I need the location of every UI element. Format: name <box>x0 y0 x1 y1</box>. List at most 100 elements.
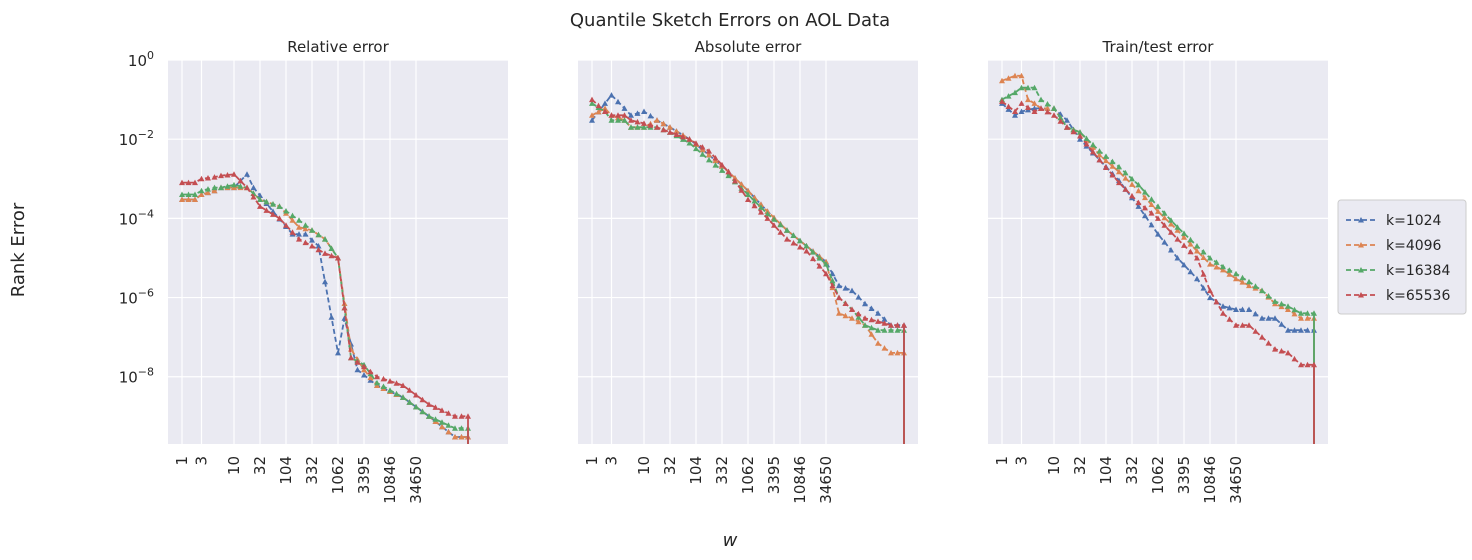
data-point <box>231 171 237 177</box>
data-point <box>1252 283 1259 289</box>
data-point <box>1057 118 1064 124</box>
data-point <box>803 248 810 254</box>
x-tick-label: 1 <box>993 456 1011 466</box>
data-point <box>1194 255 1200 261</box>
x-tick-label: 34650 <box>1227 456 1245 504</box>
data-point <box>686 136 693 142</box>
data-point <box>1142 212 1148 219</box>
data-point <box>1025 96 1031 103</box>
data-point <box>862 322 868 328</box>
y-tick-label: 10−4 <box>119 207 154 228</box>
data-point <box>881 316 888 322</box>
figure-title: Quantile Sketch Errors on AOL Data <box>570 10 890 31</box>
data-point <box>393 390 400 397</box>
data-point <box>406 399 413 405</box>
data-point <box>374 373 380 380</box>
data-point <box>1057 114 1064 121</box>
data-point <box>836 294 842 301</box>
data-point <box>745 196 751 202</box>
data-point <box>842 312 849 319</box>
figure-ylabel: Rank Error <box>8 202 29 297</box>
data-point <box>1109 172 1116 178</box>
data-point <box>647 122 654 128</box>
data-point <box>224 172 231 178</box>
x-tick-label: 1 <box>583 456 601 466</box>
data-point <box>179 179 185 186</box>
data-point <box>706 156 712 163</box>
data-point <box>1135 181 1142 188</box>
data-point <box>315 231 322 238</box>
data-point <box>1051 105 1057 111</box>
data-point <box>1207 255 1213 261</box>
data-point <box>1187 268 1194 275</box>
data-point <box>1077 129 1083 135</box>
data-point <box>1213 264 1220 270</box>
data-point <box>719 167 725 173</box>
data-point <box>218 184 224 191</box>
data-point <box>1090 141 1096 148</box>
data-point <box>289 229 296 235</box>
data-point <box>634 110 641 116</box>
data-point <box>810 255 816 262</box>
data-point <box>1116 179 1122 186</box>
data-point <box>1174 224 1181 230</box>
data-point <box>836 310 842 316</box>
data-point <box>706 148 712 154</box>
legend-marker <box>1358 292 1364 298</box>
data-point <box>615 112 621 118</box>
data-point <box>868 331 875 337</box>
data-point <box>1233 322 1239 328</box>
panel-absolute-error: Absolute error 1 3 10 32 104 332 1062 3395 10846 3… <box>578 38 918 504</box>
data-point <box>1194 248 1200 254</box>
data-point <box>1174 236 1181 242</box>
legend-entry: k=16384 <box>1346 263 1450 279</box>
data-point <box>1278 321 1285 327</box>
data-point <box>888 349 894 356</box>
data-point <box>732 178 738 184</box>
data-point <box>589 100 595 106</box>
data-point <box>309 227 315 233</box>
data-point <box>1226 271 1233 277</box>
data-point <box>1298 327 1304 333</box>
data-point <box>1031 105 1038 111</box>
data-point <box>1200 249 1207 255</box>
data-point <box>1233 306 1239 312</box>
data-point <box>875 340 881 346</box>
data-point <box>881 320 888 326</box>
data-point <box>1239 279 1246 285</box>
data-point <box>432 416 439 422</box>
data-point <box>1311 361 1317 368</box>
data-point <box>1272 346 1278 352</box>
data-point <box>1005 106 1012 112</box>
data-point <box>901 322 907 328</box>
data-point <box>608 117 615 123</box>
data-point <box>758 204 764 210</box>
data-point <box>419 396 426 403</box>
data-point <box>641 108 647 114</box>
data-point <box>185 196 192 202</box>
data-point <box>218 172 224 179</box>
data-point <box>413 403 419 410</box>
data-point <box>1031 108 1038 114</box>
data-point <box>1025 104 1031 110</box>
data-point <box>211 187 218 194</box>
data-point <box>1226 304 1233 311</box>
data-point <box>673 131 680 137</box>
legend-label: k=4096 <box>1386 238 1442 254</box>
x-tick-label: 3395 <box>355 456 373 494</box>
figure-xlabel: w <box>723 530 738 551</box>
data-point <box>1064 124 1070 130</box>
data-point <box>296 224 302 230</box>
data-point <box>250 194 257 200</box>
data-point <box>1142 194 1148 201</box>
data-point <box>276 215 283 221</box>
data-point <box>1142 204 1148 211</box>
data-point <box>367 368 374 375</box>
data-point <box>335 349 341 356</box>
data-point <box>894 349 901 356</box>
data-point <box>315 243 322 249</box>
data-point <box>621 117 628 123</box>
data-point <box>1018 108 1025 114</box>
data-point <box>699 144 706 150</box>
